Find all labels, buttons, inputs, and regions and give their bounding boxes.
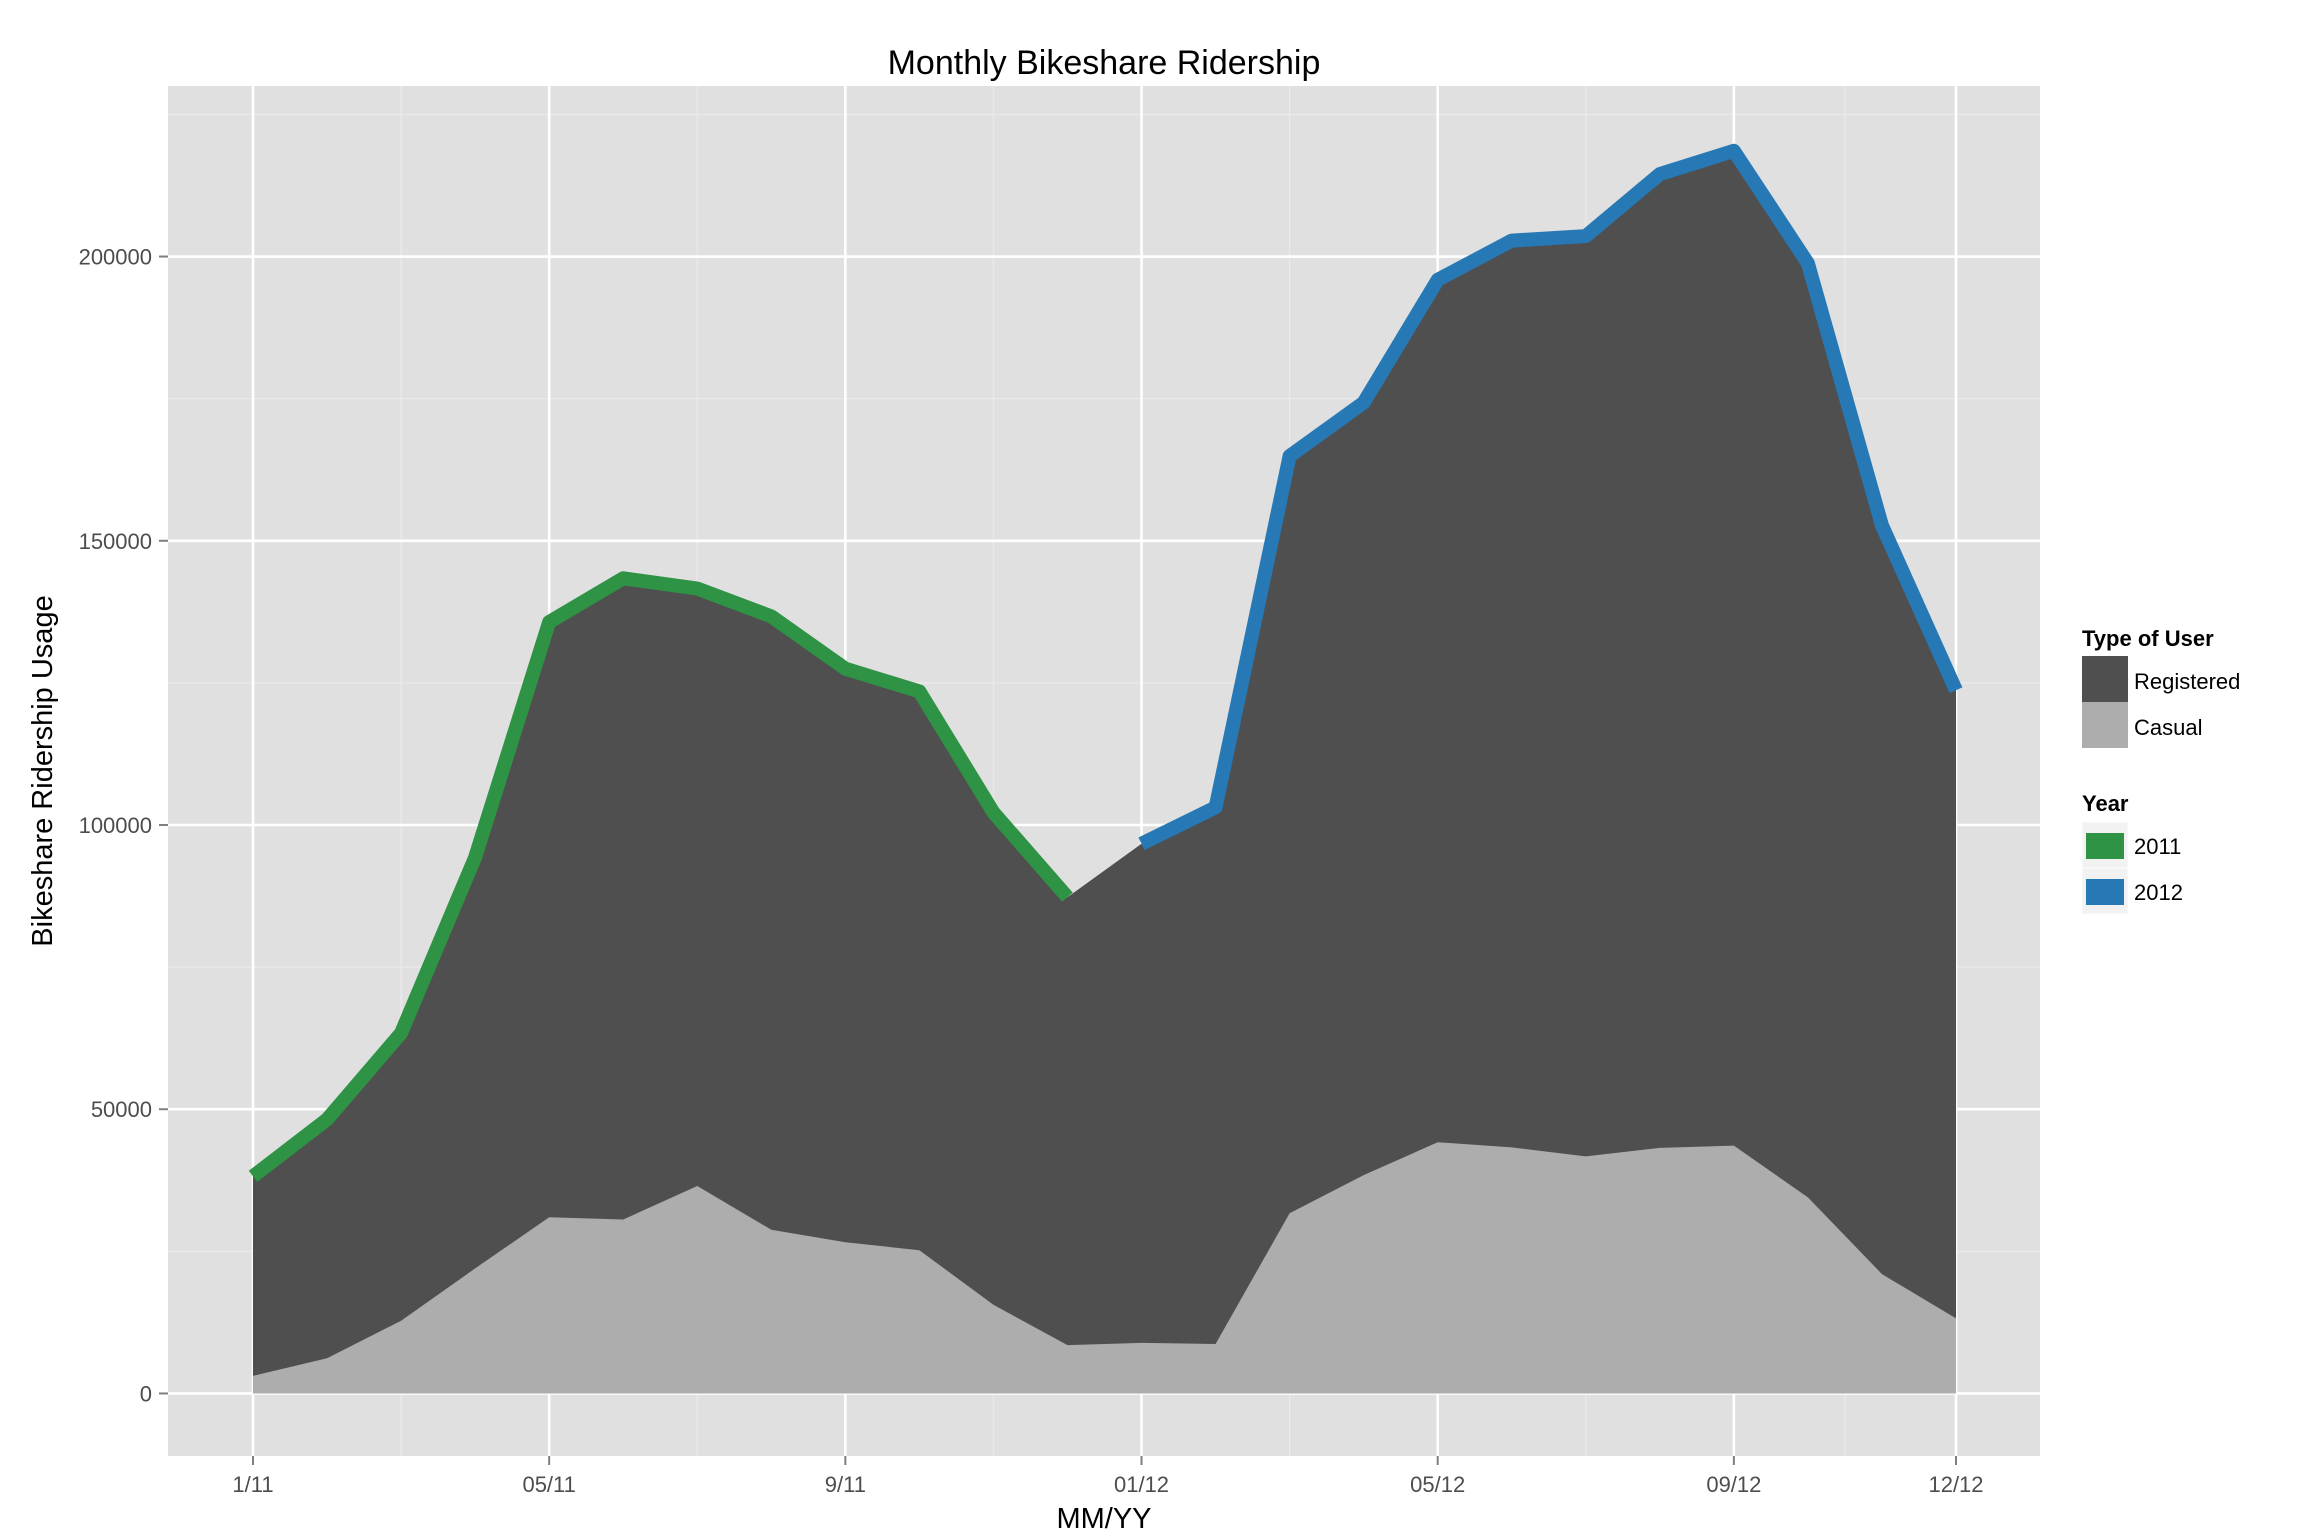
- x-tick-label: 09/12: [1706, 1472, 1761, 1497]
- legend-label-registered: Registered: [2134, 669, 2240, 694]
- y-tick-label: 0: [140, 1381, 152, 1406]
- legend: Type of User Registered Casual Year 2011…: [2081, 626, 2240, 915]
- axis-ticks: [159, 255, 1957, 1465]
- x-tick-label: 1/11: [232, 1472, 273, 1497]
- x-tick-label: 05/11: [522, 1472, 575, 1497]
- x-tick-label: 05/12: [1410, 1472, 1465, 1497]
- tick-labels: 0 50000 100000 150000 200000 1/11 05/11 9/11 01/…: [79, 245, 1984, 1497]
- x-tick-label: 12/12: [1928, 1472, 1983, 1497]
- line-2011: [248, 571, 1073, 1182]
- y-tick-label: 100000: [79, 813, 152, 838]
- x-tick-label: 9/11: [825, 1472, 866, 1497]
- area-registered: [253, 150, 1956, 1394]
- chart-title: Monthly Bikeshare Ridership: [888, 44, 1321, 82]
- area-layer: [253, 150, 1956, 1394]
- area-casual: [253, 1142, 1956, 1394]
- x-tick-label: 01/12: [1114, 1472, 1169, 1497]
- legend-swatch-2011: [2086, 833, 2124, 859]
- legend-label-2012: 2012: [2134, 880, 2183, 905]
- legend-swatch-registered: [2082, 656, 2128, 702]
- y-tick-label: 50000: [91, 1097, 152, 1122]
- y-tick-label: 150000: [79, 529, 152, 554]
- legend-label-2011: 2011: [2134, 834, 2181, 859]
- legend-title-user-type: Type of User: [2082, 626, 2214, 651]
- y-axis-title: Bikeshare Ridership Usage: [27, 595, 59, 946]
- legend-label-casual: Casual: [2134, 715, 2202, 740]
- legend-title-year: Year: [2082, 791, 2129, 816]
- y-tick-label: 200000: [79, 245, 152, 270]
- legend-swatch-2012: [2086, 879, 2124, 905]
- line-2012: [1138, 143, 1963, 851]
- x-axis-title: MM/YY: [1056, 1503, 1151, 1535]
- line-layer: [248, 143, 1963, 1182]
- legend-swatch-casual: [2082, 702, 2128, 748]
